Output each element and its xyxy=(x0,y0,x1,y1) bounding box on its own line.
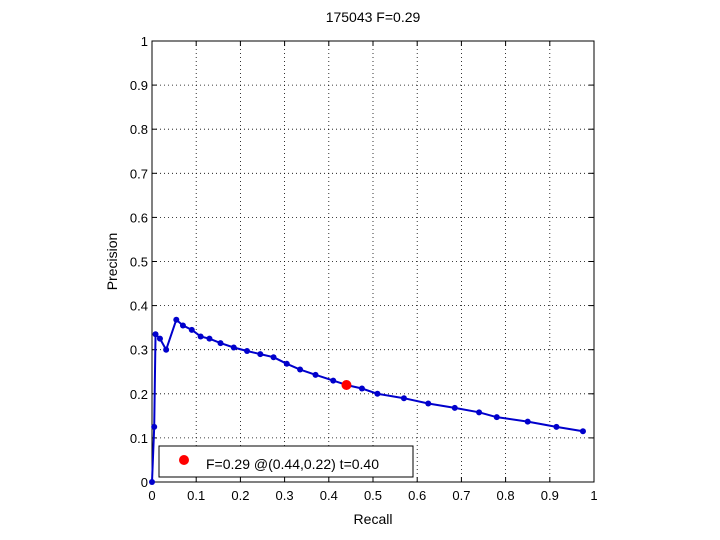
grid-lines xyxy=(152,41,594,482)
data-point xyxy=(244,348,251,355)
data-point xyxy=(283,360,290,367)
x-tick-label: 0 xyxy=(148,488,155,503)
x-tick-label: 0.7 xyxy=(452,488,470,503)
legend-marker xyxy=(179,455,189,465)
data-point xyxy=(330,377,337,384)
y-tick-label: 0 xyxy=(141,475,148,490)
data-point xyxy=(230,344,237,351)
data-point xyxy=(149,479,155,485)
legend-entry: F=0.29 @(0.44,0.22) t=0.40 xyxy=(206,456,379,472)
data-point xyxy=(297,366,304,373)
x-tick-label: 0.3 xyxy=(276,488,294,503)
data-point xyxy=(151,423,158,430)
x-tick-label: 0.9 xyxy=(541,488,559,503)
data-point xyxy=(163,346,170,353)
y-tick-label: 0.8 xyxy=(130,122,148,137)
data-point xyxy=(400,395,407,402)
y-tick-label: 0.9 xyxy=(130,78,148,93)
data-point xyxy=(524,418,531,425)
legend: F=0.29 @(0.44,0.22) t=0.40 xyxy=(158,445,414,478)
x-tick-label: 0.8 xyxy=(497,488,515,503)
x-axis-label: Recall xyxy=(354,511,393,527)
data-point xyxy=(156,335,163,342)
y-tick-label: 0.1 xyxy=(130,431,148,446)
data-point xyxy=(257,351,264,358)
legend-box xyxy=(158,445,414,478)
data-point xyxy=(425,400,432,407)
data-point xyxy=(188,326,195,333)
data-point xyxy=(152,331,159,338)
best-f-point xyxy=(341,379,352,390)
y-tick-label: 0.7 xyxy=(130,166,148,181)
data-point xyxy=(476,409,483,416)
x-tick-label: 0.5 xyxy=(364,488,382,503)
data-point xyxy=(579,428,586,435)
data-point xyxy=(493,414,500,421)
data-point xyxy=(358,385,365,392)
y-tick-label: 0.6 xyxy=(130,210,148,225)
y-axis-label: Precision xyxy=(104,233,120,291)
y-tick-label: 0.2 xyxy=(130,387,148,402)
y-tick-label: 1 xyxy=(141,34,148,49)
series-layer xyxy=(149,316,586,485)
y-tick-label: 0.4 xyxy=(130,299,148,314)
x-tick-label: 0.6 xyxy=(408,488,426,503)
data-point xyxy=(206,335,213,342)
data-point xyxy=(197,333,204,340)
data-point xyxy=(173,316,180,323)
y-tick-label: 0.3 xyxy=(130,343,148,358)
x-tick-label: 0.1 xyxy=(187,488,205,503)
y-tick-label: 0.5 xyxy=(130,255,148,270)
data-point xyxy=(179,322,186,329)
x-axis-ticks: 0 0.1 0.2 0.3 0.4 0.5 0.6 0.7 0.8 0.9 1 xyxy=(148,41,598,503)
data-point xyxy=(374,390,381,397)
series-line xyxy=(151,318,584,483)
x-tick-label: 1 xyxy=(590,488,597,503)
x-tick-label: 0.2 xyxy=(231,488,249,503)
x-tick-label: 0.4 xyxy=(320,488,338,503)
data-point xyxy=(217,340,224,347)
data-point xyxy=(270,354,277,361)
chart-title: 175043 F=0.29 xyxy=(326,9,421,25)
data-point xyxy=(451,404,458,411)
y-axis-ticks: 0 0.1 0.2 0.3 0.4 0.5 0.6 0.7 0.8 0.9 1 xyxy=(130,34,594,490)
data-point xyxy=(553,423,560,430)
data-point xyxy=(312,371,319,378)
